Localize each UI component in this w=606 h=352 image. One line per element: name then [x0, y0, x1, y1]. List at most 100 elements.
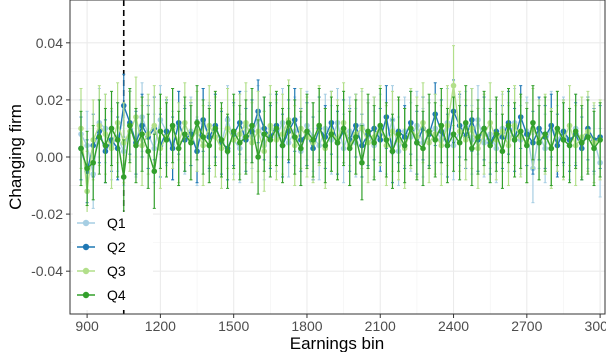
- data-point-q4: [505, 122, 512, 129]
- data-point-q4: [114, 137, 121, 143]
- data-point-q4: [224, 148, 231, 155]
- legend-label-q4: Q4: [107, 287, 126, 303]
- data-point-q4: [163, 137, 170, 143]
- data-point-q4: [450, 131, 457, 137]
- data-point-q4: [359, 159, 365, 166]
- legend-item-q4: Q4: [77, 287, 126, 303]
- y-tick-label: -0.02: [31, 206, 63, 222]
- data-point-q4: [389, 148, 396, 155]
- data-point-q4: [487, 142, 493, 149]
- data-point-q4: [157, 128, 164, 135]
- series-layer: [78, 45, 603, 232]
- data-point-q4: [420, 145, 426, 152]
- x-tick-label: 1200: [145, 318, 176, 334]
- data-point-q4: [493, 131, 500, 137]
- data-point-q4: [261, 131, 268, 137]
- legend: Q1 Q2 Q3 Q4: [73, 212, 153, 310]
- data-point-q4: [102, 142, 109, 149]
- legend-key-point-q2: [82, 243, 90, 251]
- data-point-q4: [517, 128, 524, 135]
- legend-item-q2: Q2: [77, 239, 126, 255]
- data-point-q4: [285, 119, 292, 126]
- data-point-q4: [524, 142, 530, 149]
- data-point-q4: [469, 145, 475, 152]
- data-point-q4: [328, 131, 335, 137]
- data-point-q4: [353, 134, 359, 140]
- x-tick-label: 3000: [585, 318, 606, 334]
- data-point-q4: [133, 142, 139, 149]
- data-point-q4: [426, 128, 432, 135]
- data-point-q4: [530, 119, 536, 126]
- data-point-q4: [438, 122, 445, 129]
- data-point-q4: [462, 119, 469, 126]
- data-point-q4: [591, 145, 597, 152]
- x-axis-title: Earnings bin: [290, 334, 385, 352]
- data-point-q4: [560, 137, 567, 143]
- data-point-q4: [188, 139, 194, 146]
- data-point-q4: [407, 125, 414, 132]
- data-point-q4: [145, 148, 151, 155]
- data-point-q4: [151, 168, 158, 175]
- data-point-q4: [230, 128, 237, 135]
- data-point-q4: [175, 145, 182, 152]
- data-point-q4: [243, 134, 249, 140]
- data-point-q4: [548, 145, 555, 152]
- data-point-q4: [255, 154, 261, 160]
- legend-item-q1: Q1: [77, 215, 126, 231]
- data-point-q4: [169, 122, 176, 129]
- data-point-q4: [475, 134, 481, 140]
- data-point-q4: [279, 142, 286, 149]
- data-point-q4: [340, 125, 347, 132]
- legend-item-q3: Q3: [77, 263, 126, 279]
- data-point-q4: [383, 137, 390, 143]
- data-point-q4: [395, 131, 402, 137]
- data-point-q4: [267, 137, 274, 143]
- data-point-q4: [78, 145, 84, 152]
- data-point-q4: [90, 159, 97, 166]
- x-tick-label: 2100: [365, 318, 396, 334]
- data-point-q4: [542, 131, 548, 137]
- legend-label-q1: Q1: [107, 215, 126, 231]
- x-tick-label: 900: [75, 318, 99, 334]
- data-point-q4: [291, 134, 298, 140]
- data-point-q4: [401, 142, 408, 149]
- data-point-q4: [127, 122, 133, 129]
- legend-key-point-q1: [82, 219, 90, 227]
- data-point-q4: [304, 128, 310, 135]
- data-point-q4: [346, 145, 353, 152]
- legend-key-point-q3: [82, 267, 90, 275]
- data-point-q4: [200, 134, 206, 140]
- data-point-q4: [120, 174, 127, 180]
- x-tick-label: 2400: [438, 318, 469, 334]
- data-point-q4: [566, 142, 573, 149]
- y-tick-label: 0.00: [36, 149, 63, 165]
- data-point-q4: [310, 137, 316, 143]
- data-point-q4: [585, 134, 591, 140]
- data-point-q4: [572, 128, 579, 135]
- data-point-q4: [499, 148, 506, 155]
- y-axis-title: Changing firm: [6, 104, 25, 210]
- data-point-q4: [444, 142, 451, 149]
- axis-ticks: [66, 42, 601, 318]
- data-point-q4: [334, 139, 341, 146]
- data-point-q4: [554, 125, 561, 132]
- x-tick-label: 2700: [511, 318, 542, 334]
- data-point-q4: [249, 122, 255, 129]
- data-point-q4: [194, 119, 200, 126]
- data-point-q4: [481, 125, 487, 132]
- data-point-q4: [96, 134, 103, 140]
- data-point-q4: [218, 137, 225, 143]
- data-point-q4: [322, 142, 329, 149]
- data-point-q4: [139, 131, 145, 137]
- data-point-q4: [511, 137, 518, 143]
- data-point-q4: [371, 139, 377, 146]
- legend-key-point-q4: [82, 291, 90, 299]
- data-point-q4: [212, 125, 219, 132]
- data-point-q4: [597, 137, 603, 143]
- x-tick-label: 1800: [291, 318, 322, 334]
- data-point-q4: [578, 139, 585, 146]
- x-tick-labels: 900 1200 1500 1800 2100 2400 2700 3000: [75, 318, 606, 334]
- data-point-q4: [236, 139, 243, 146]
- data-point-q4: [536, 139, 542, 146]
